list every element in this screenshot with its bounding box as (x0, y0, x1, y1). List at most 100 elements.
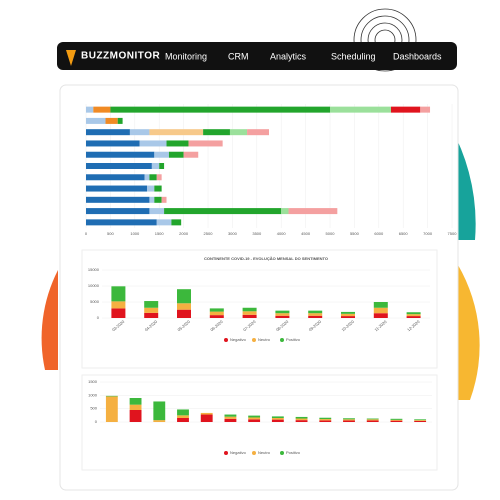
bar-segment (366, 418, 379, 420)
x-tick-label: 6000 (374, 231, 384, 236)
x-tick-label: 2000 (179, 231, 189, 236)
x-tick-label: 7500 (448, 231, 458, 236)
bar-segment (153, 401, 166, 421)
bar-segment (147, 185, 155, 192)
bar-segment (275, 310, 290, 314)
bar-segment (341, 313, 355, 317)
bar-segment (209, 308, 224, 312)
nav-item[interactable]: Monitoring (165, 51, 207, 61)
chart-panel (81, 374, 438, 471)
legend-label: Neutro (258, 450, 271, 455)
legend-swatch (280, 451, 284, 455)
bar-segment (151, 163, 160, 169)
x-tick-label: 6500 (399, 231, 409, 236)
bar-segment (149, 196, 155, 203)
bar-segment (420, 106, 431, 113)
bar-segment (319, 419, 332, 421)
navbar: BUZZMONITOR Monitoring CRM Analytics Sch… (57, 42, 457, 70)
bar-segment (159, 163, 165, 169)
bar-segment (248, 417, 261, 420)
y-tick-label: 10000 (88, 283, 100, 288)
bar-segment (390, 418, 403, 420)
bar-segment (144, 312, 159, 318)
bar-segment (414, 420, 427, 421)
bar-segment (373, 313, 388, 318)
bar-segment (177, 409, 189, 416)
bar-segment (200, 414, 213, 422)
legend-swatch (224, 338, 228, 342)
bar-segment (341, 316, 355, 318)
bar-segment (144, 174, 150, 181)
nav-item[interactable]: Analytics (270, 51, 307, 61)
x-tick-label: 4500 (301, 231, 311, 236)
bar-segment (183, 151, 199, 158)
y-tick-label: 1500 (88, 379, 98, 384)
x-tick-label: 0 (85, 231, 88, 236)
x-tick-label: 3500 (252, 231, 262, 236)
chart-title: CONTINENTE COVID-19 - EVOLUÇÃO MENSAL DO… (204, 256, 328, 261)
bar-segment (129, 404, 142, 410)
bar-segment (111, 308, 126, 318)
bar-segment (86, 219, 157, 226)
bar-segment (343, 418, 355, 420)
bar-segment (366, 420, 379, 422)
bar-segment (171, 219, 182, 226)
bar-segment (177, 415, 189, 418)
legend-label: Positivo (286, 450, 301, 455)
bar-segment (203, 129, 230, 136)
bar-segment (144, 301, 159, 308)
bar-segment (164, 208, 282, 215)
nav-item[interactable]: CRM (228, 51, 249, 61)
x-tick-label: 1000 (130, 231, 140, 236)
nav-item[interactable]: Dashboards (393, 51, 442, 61)
bar-segment (154, 196, 162, 203)
y-tick-label: 15000 (88, 267, 100, 272)
bar-segment (295, 418, 308, 421)
bar-segment (177, 418, 189, 422)
bar-segment (242, 311, 257, 315)
bar-segment (390, 420, 403, 422)
bar-segment (144, 307, 159, 313)
nav-item[interactable]: Scheduling (331, 51, 376, 61)
bar-segment (366, 419, 379, 421)
bar-segment (166, 140, 189, 147)
bar-segment (86, 140, 140, 147)
bar-segment (308, 313, 323, 316)
bar-segment (200, 412, 213, 415)
bar-segment (161, 196, 167, 203)
chart-panel (81, 249, 438, 369)
bar-segment (319, 417, 332, 420)
legend-label: Positivo (286, 337, 301, 342)
bar-segment (154, 185, 162, 192)
bar-segment (86, 208, 150, 215)
y-tick-label: 0 (97, 315, 100, 320)
bar-segment (86, 196, 150, 203)
bar-segment (209, 315, 224, 318)
bar-segment (209, 311, 224, 316)
x-tick-label: 7000 (423, 231, 433, 236)
brand: BUZZMONITOR (81, 51, 160, 62)
bar-segment (248, 415, 261, 418)
bar-segment (105, 396, 118, 422)
bar-segment (86, 163, 152, 169)
bar-segment (343, 420, 355, 422)
legend-swatch (224, 451, 228, 455)
bar-segment (153, 420, 166, 422)
bar-segment (139, 140, 167, 147)
x-tick-label: 5000 (326, 231, 336, 236)
bar-segment (271, 418, 284, 420)
bar-segment (149, 208, 165, 215)
legend-swatch (280, 338, 284, 342)
bar-segment (149, 174, 157, 181)
bar-segment (275, 313, 290, 316)
bar-segment (168, 151, 184, 158)
decoration (41, 8, 480, 400)
bar-segment (149, 129, 204, 136)
bar-segment (117, 117, 123, 124)
bar-segment (86, 106, 94, 113)
bar-segment (308, 310, 323, 314)
bar-segment (86, 117, 106, 124)
bar-segment (373, 302, 388, 308)
